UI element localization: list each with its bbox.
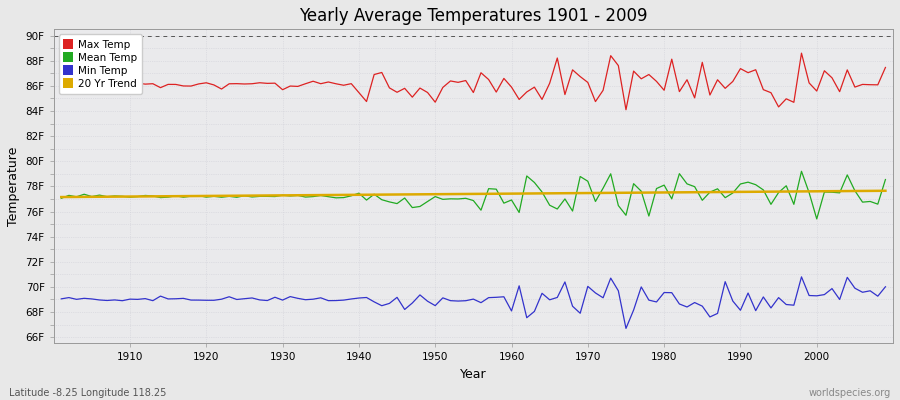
Title: Yearly Average Temperatures 1901 - 2009: Yearly Average Temperatures 1901 - 2009 bbox=[299, 7, 648, 25]
Text: worldspecies.org: worldspecies.org bbox=[809, 388, 891, 398]
Text: Latitude -8.25 Longitude 118.25: Latitude -8.25 Longitude 118.25 bbox=[9, 388, 166, 398]
Legend: Max Temp, Mean Temp, Min Temp, 20 Yr Trend: Max Temp, Mean Temp, Min Temp, 20 Yr Tre… bbox=[58, 34, 142, 94]
Y-axis label: Temperature: Temperature bbox=[7, 147, 20, 226]
X-axis label: Year: Year bbox=[460, 368, 487, 381]
